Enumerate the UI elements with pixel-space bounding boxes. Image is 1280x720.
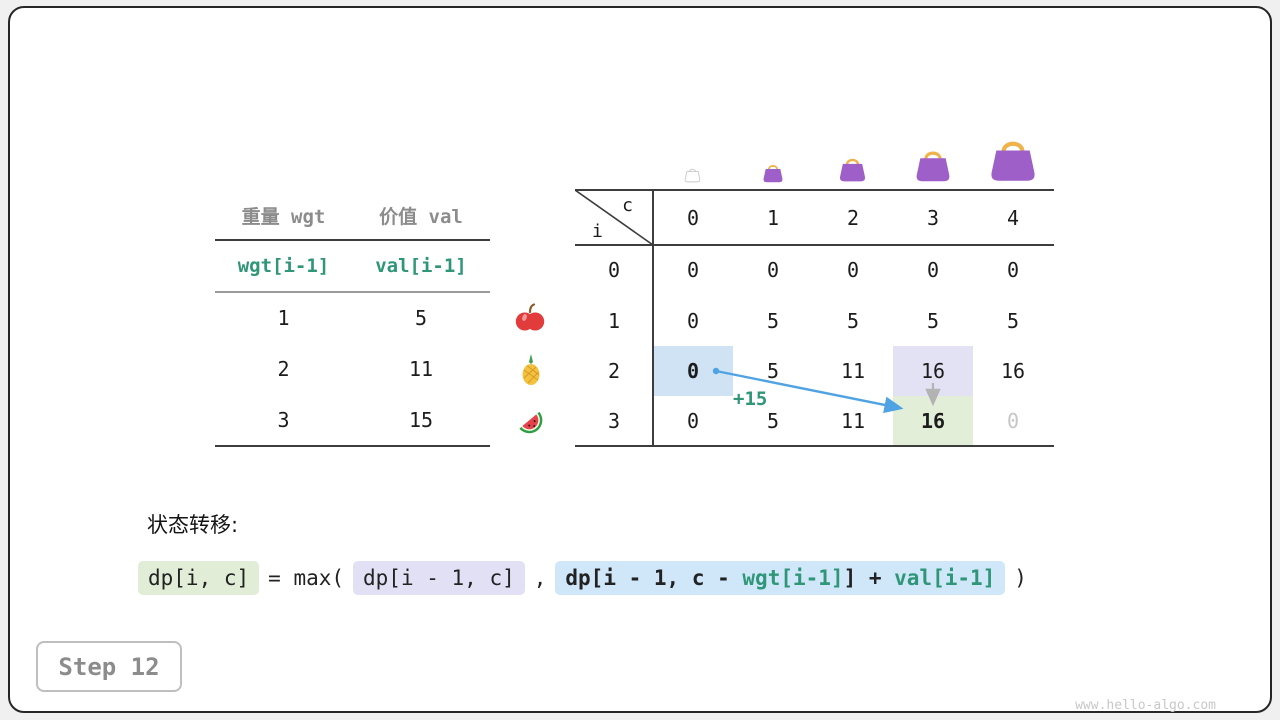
dp-row-label: 0 bbox=[607, 258, 621, 283]
item-cell: 15 bbox=[408, 408, 434, 433]
dp-cell: 5 bbox=[766, 308, 780, 333]
dp-cell: 5 bbox=[1006, 308, 1020, 333]
formula-arg2-val: val[i-1] bbox=[894, 566, 996, 590]
formula-lhs-chip: dp[i, c] bbox=[138, 561, 260, 595]
item-cell: 2 bbox=[277, 356, 290, 381]
dp-cell: 11 bbox=[840, 358, 866, 383]
bag-capacity-4-icon bbox=[988, 137, 1038, 187]
figure-card bbox=[8, 6, 1272, 713]
transition-formula: dp[i, c] = max( dp[i - 1, c] , dp[i - 1,… bbox=[138, 561, 1027, 595]
item-table-formula-wgt: wgt[i-1] bbox=[237, 255, 330, 277]
item-cell: 3 bbox=[277, 408, 290, 433]
transition-title: 状态转移: bbox=[147, 513, 239, 537]
dp-row-label: 1 bbox=[607, 308, 621, 333]
item-table-formula-val: val[i-1] bbox=[375, 255, 467, 277]
formula-separator: , bbox=[533, 566, 547, 590]
watermelon-icon bbox=[514, 405, 546, 441]
dp-table-rule-header bbox=[575, 244, 1054, 246]
formula-closing: ) bbox=[1014, 566, 1027, 590]
dp-table-rule-vertical bbox=[652, 189, 654, 447]
formula-arg2-chip: dp[i - 1, c - wgt[i-1]] + val[i-1] bbox=[555, 561, 1006, 595]
watermark: www.hello-algo.com bbox=[1075, 698, 1216, 713]
item-cell: 5 bbox=[414, 305, 428, 330]
dp-cell: 5 bbox=[766, 409, 780, 434]
dp-cell: 16 bbox=[1000, 358, 1026, 383]
dp-cell-source-highlight: 0 bbox=[653, 345, 733, 397]
formula-arg1-chip: dp[i - 1, c] bbox=[353, 561, 525, 595]
pineapple-icon bbox=[515, 354, 547, 390]
dp-cell-above-highlight: 16 bbox=[893, 345, 973, 397]
dp-cell: 0 bbox=[686, 409, 700, 434]
corner-diagonal bbox=[575, 190, 653, 245]
bag-capacity-1-icon bbox=[762, 163, 784, 187]
dp-col-header: 4 bbox=[1006, 205, 1020, 230]
step-label: Step 12 bbox=[58, 652, 160, 681]
dp-row-variable: i bbox=[592, 221, 603, 242]
dp-corner-cell: c i bbox=[575, 190, 653, 245]
dp-cell: 0 bbox=[686, 308, 700, 333]
item-table-rule-mid bbox=[215, 291, 490, 293]
dp-col-header: 0 bbox=[686, 205, 700, 230]
dp-col-header: 1 bbox=[766, 205, 780, 230]
formula-arg2-wgt: wgt[i-1] bbox=[742, 566, 844, 590]
dp-row-label: 2 bbox=[607, 358, 621, 383]
formula-operator: = max( bbox=[268, 566, 345, 590]
item-cell: 11 bbox=[408, 356, 434, 381]
dp-table-rule-bottom bbox=[575, 445, 1054, 447]
dp-col-header: 3 bbox=[926, 205, 940, 230]
dp-cell: 0 bbox=[1006, 258, 1020, 283]
dp-cell: 11 bbox=[840, 409, 866, 434]
dp-cell-pending: 0 bbox=[1006, 409, 1020, 434]
item-table-header-value: 价值 val bbox=[379, 205, 463, 228]
dp-col-variable: c bbox=[622, 195, 633, 216]
empty-bag-icon bbox=[684, 167, 701, 187]
dp-cell: 0 bbox=[926, 258, 940, 283]
item-table-rule-bottom bbox=[215, 445, 490, 447]
dp-col-header: 2 bbox=[846, 205, 860, 230]
step-badge: Step 12 bbox=[36, 641, 182, 692]
add-value-label: +15 bbox=[733, 388, 768, 410]
bag-capacity-3-icon bbox=[914, 148, 952, 187]
dp-table: c i 0 1 2 3 4 0 0 0 0 0 0 1 0 5 5 5 5 2 … bbox=[575, 190, 1053, 447]
item-table: 重量 wgt 价值 val wgt[i-1] val[i-1] 1 5 2 11… bbox=[215, 190, 490, 446]
item-table-rule-top bbox=[215, 239, 490, 241]
formula-arg2-mid: ] + bbox=[843, 566, 895, 590]
item-table-header-weight: 重量 wgt bbox=[241, 205, 326, 228]
dp-cell: 5 bbox=[846, 308, 860, 333]
dp-cell: 0 bbox=[846, 258, 860, 283]
dp-cell: 0 bbox=[766, 258, 780, 283]
bag-capacity-2-icon bbox=[838, 156, 867, 187]
dp-cell: 0 bbox=[686, 258, 700, 283]
apple-icon bbox=[514, 302, 546, 338]
dp-row-label: 3 bbox=[607, 409, 621, 434]
item-cell: 1 bbox=[277, 305, 290, 330]
formula-arg2-prefix: dp[i - 1, c - bbox=[565, 566, 743, 590]
dp-cell: 5 bbox=[926, 308, 940, 333]
dp-cell-current-highlight: 16 bbox=[893, 396, 973, 447]
dp-table-rule-top bbox=[575, 189, 1054, 191]
